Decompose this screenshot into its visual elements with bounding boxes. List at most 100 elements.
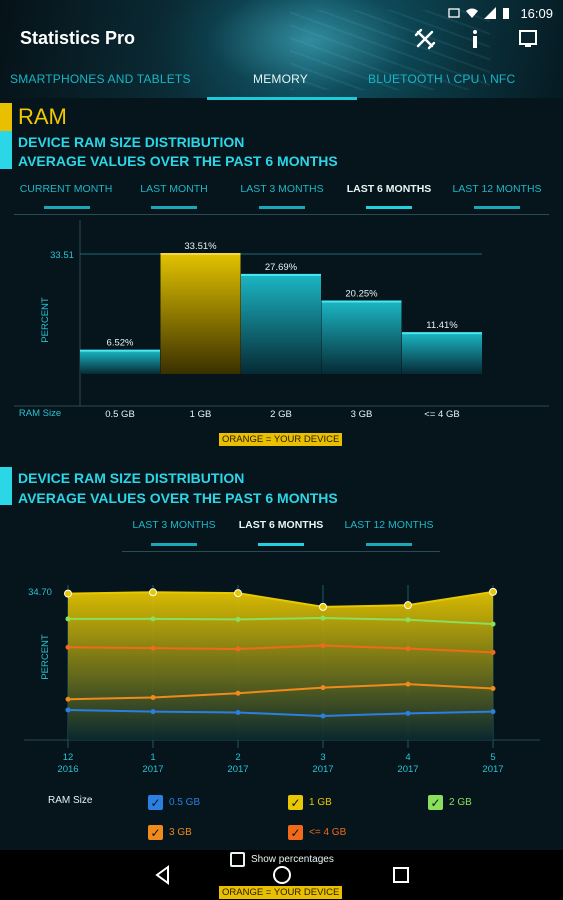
legend-checkbox[interactable]: ✓ [428,795,443,810]
tab-memory[interactable]: MEMORY [253,72,308,86]
bar-value-label: 27.69% [265,262,298,273]
cast-status-icon [448,7,461,19]
legend-item[interactable]: ✓ <= 4 GB [288,825,346,840]
x-tick-label: 2 GB [270,409,292,420]
data-point [65,644,71,650]
period-indicator-active [366,206,412,209]
show-percentages-label: Show percentages [251,854,334,865]
active-tab-indicator [207,97,357,100]
tools-icon[interactable] [412,28,438,50]
period-last-month[interactable]: LAST MONTH [140,183,208,195]
legend-item[interactable]: ✓ 2 GB [428,795,472,810]
bar-value-label: 33.51% [184,241,217,252]
x-tick-label: <= 4 GB [424,409,459,420]
section2-accent-bar [0,467,12,505]
cast-icon[interactable] [515,28,541,50]
legend-label: <= 4 GB [309,827,347,838]
legend-item[interactable]: ✓ 1 GB [288,795,332,810]
legend-checkbox[interactable]: ✓ [148,825,163,840]
header-background-art [150,0,470,98]
x-tick-label: 3 [320,752,325,763]
status-time: 16:09 [520,5,553,21]
section2-title: DEVICE RAM SIZE DISTRIBUTION [18,470,245,486]
ram-accent-bar [0,103,12,131]
x-tick-label: 4 [405,752,410,763]
data-point [320,685,326,691]
bar-3GB [321,301,402,374]
tab-smartphones[interactable]: SMARTPHONES AND TABLETS [10,72,191,86]
period-indicator [474,206,520,209]
data-point [150,709,156,715]
bar-05GB [80,350,160,374]
period-indicator [259,206,305,209]
legend-label: 2 GB [449,797,472,808]
ram-title: RAM [18,104,67,129]
data-point [405,710,411,716]
data-point [234,589,242,598]
data-point [490,685,496,691]
data-point [235,616,241,622]
x-tick-year: 2017 [397,764,418,775]
series-line-1GB [67,590,494,608]
data-point [320,643,326,649]
x-tick-label: 1 [150,752,155,763]
x-tick-year: 2017 [142,764,163,775]
legend-checkbox[interactable]: ✓ [288,795,303,810]
legend-item[interactable]: ✓ 0.5 GB [148,795,200,810]
period-last-6-months[interactable]: LAST 6 MONTHS [346,183,432,195]
series-line-05GB [67,708,494,717]
period-current-month[interactable]: CURRENT MONTH [19,183,113,195]
x-tick-label: 0.5 GB [105,409,135,420]
signal-icon [484,7,497,19]
data-point [65,616,71,622]
period-last-3-months[interactable]: LAST 3 MONTHS [132,519,216,531]
data-point [489,587,497,596]
x-tick-label: 1 GB [190,409,212,420]
data-point [490,621,496,627]
period-last-12-months[interactable]: LAST 12 MONTHS [452,183,542,195]
data-point [150,694,156,700]
period-last-6-months[interactable]: LAST 6 MONTHS [238,519,324,531]
area-fill [68,591,493,740]
home-icon[interactable] [271,864,293,886]
recents-icon[interactable] [390,864,412,886]
status-bar: 16:09 [448,4,553,22]
period-last-12-months[interactable]: LAST 12 MONTHS [344,519,434,531]
x-axis-label: RAM Size [19,408,61,419]
back-icon[interactable] [152,864,174,886]
section2-subtitle: AVERAGE VALUES OVER THE PAST 6 MONTHS [18,490,338,506]
bar-value-label: 11.41% [426,320,458,331]
data-point [65,696,71,702]
data-point [64,589,72,598]
data-point [320,615,326,621]
data-point [235,710,241,716]
period-last-3-months[interactable]: LAST 3 MONTHS [240,183,324,195]
bar-1GB [160,254,241,374]
data-point [235,690,241,696]
series-line-3GB [67,683,494,701]
data-point [404,601,412,610]
wifi-icon [466,7,479,19]
legend-checkbox[interactable]: ✓ [288,825,303,840]
ram-area-chart: 34.70PERCENT1220161201722017320174201752… [24,585,540,775]
data-point [235,646,241,652]
legend-title: RAM Size [48,795,93,806]
legend-item[interactable]: ✓ 3 GB [148,825,192,840]
x-tick-label: 12 [63,752,74,763]
bar-value-label: 6.52% [107,338,134,349]
period-divider [14,214,549,215]
data-point [405,646,411,652]
period-divider [122,551,440,552]
app-title: Statistics Pro [20,28,136,48]
y-max-label: 33.51 [50,250,74,261]
data-point [490,709,496,715]
show-percentages-toggle[interactable]: Show percentages [230,852,334,867]
section1-accent-bar [0,131,12,169]
tab-bluetooth-cpu-nfc[interactable]: BLUETOOTH \ CPU \ NFC [368,72,516,86]
show-percentages-checkbox[interactable] [230,852,245,867]
legend-checkbox[interactable]: ✓ [148,795,163,810]
bar-2GB [241,274,321,374]
info-icon[interactable] [462,28,488,50]
legend-label: 1 GB [309,797,332,808]
bar-4GB [402,333,482,374]
